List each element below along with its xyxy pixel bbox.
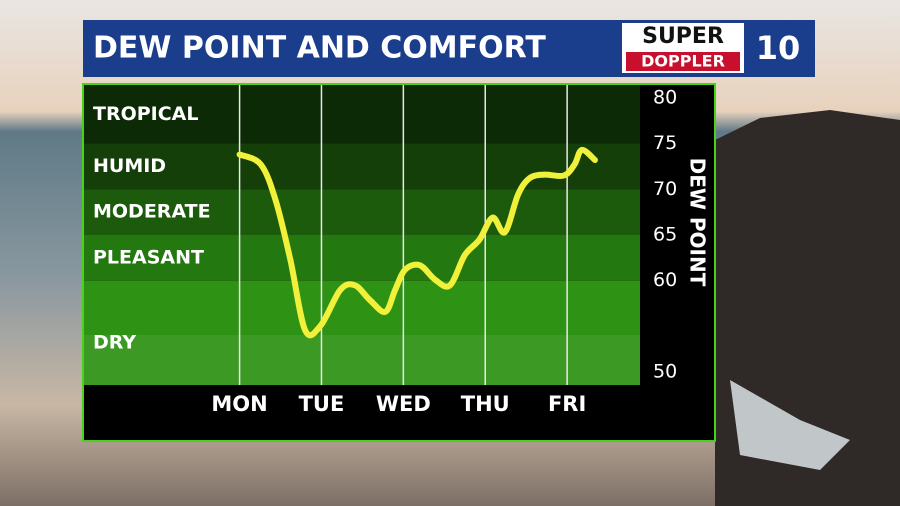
dew-point-line (236, 146, 598, 339)
band-label: HUMID (93, 155, 166, 177)
y-tick-label: 50 (653, 361, 677, 383)
chart-title: DEW POINT AND COMFORT (93, 31, 546, 66)
foam (730, 380, 850, 470)
x-tick-label: WED (376, 392, 431, 416)
comfort-band (84, 85, 640, 144)
x-tick-label: MON (211, 392, 267, 416)
comfort-band (84, 143, 640, 190)
band-label: PLEASANT (93, 246, 204, 268)
logo-bottom: DOPPLER (641, 52, 725, 71)
comfort-band (84, 235, 640, 281)
logo-top: SUPER (642, 24, 724, 49)
y-tick-label: 80 (653, 86, 677, 108)
plot: TROPICAL HUMID MODERATE PLEASANT DRY MON TUE WE… (84, 85, 677, 416)
y-tick-label: 60 (653, 269, 677, 291)
band-label: MODERATE (93, 201, 211, 223)
y-tick-label: 75 (653, 132, 677, 154)
band-label: TROPICAL (93, 103, 199, 125)
band-shade (84, 335, 640, 385)
comfort-band (84, 189, 640, 235)
x-tick-label: TUE (299, 392, 345, 416)
band-label: DRY (93, 331, 136, 353)
y-axis-label: DEW POINT (686, 158, 710, 287)
logo-number: 10 (756, 29, 801, 67)
logo-band (626, 52, 740, 71)
x-tick-label: THU (461, 392, 510, 416)
y-tick-label: 65 (653, 224, 677, 246)
x-tick-label: FRI (548, 392, 586, 416)
y-tick-label: 70 (653, 178, 677, 200)
comfort-band (84, 280, 640, 385)
logo-circle (750, 20, 806, 76)
